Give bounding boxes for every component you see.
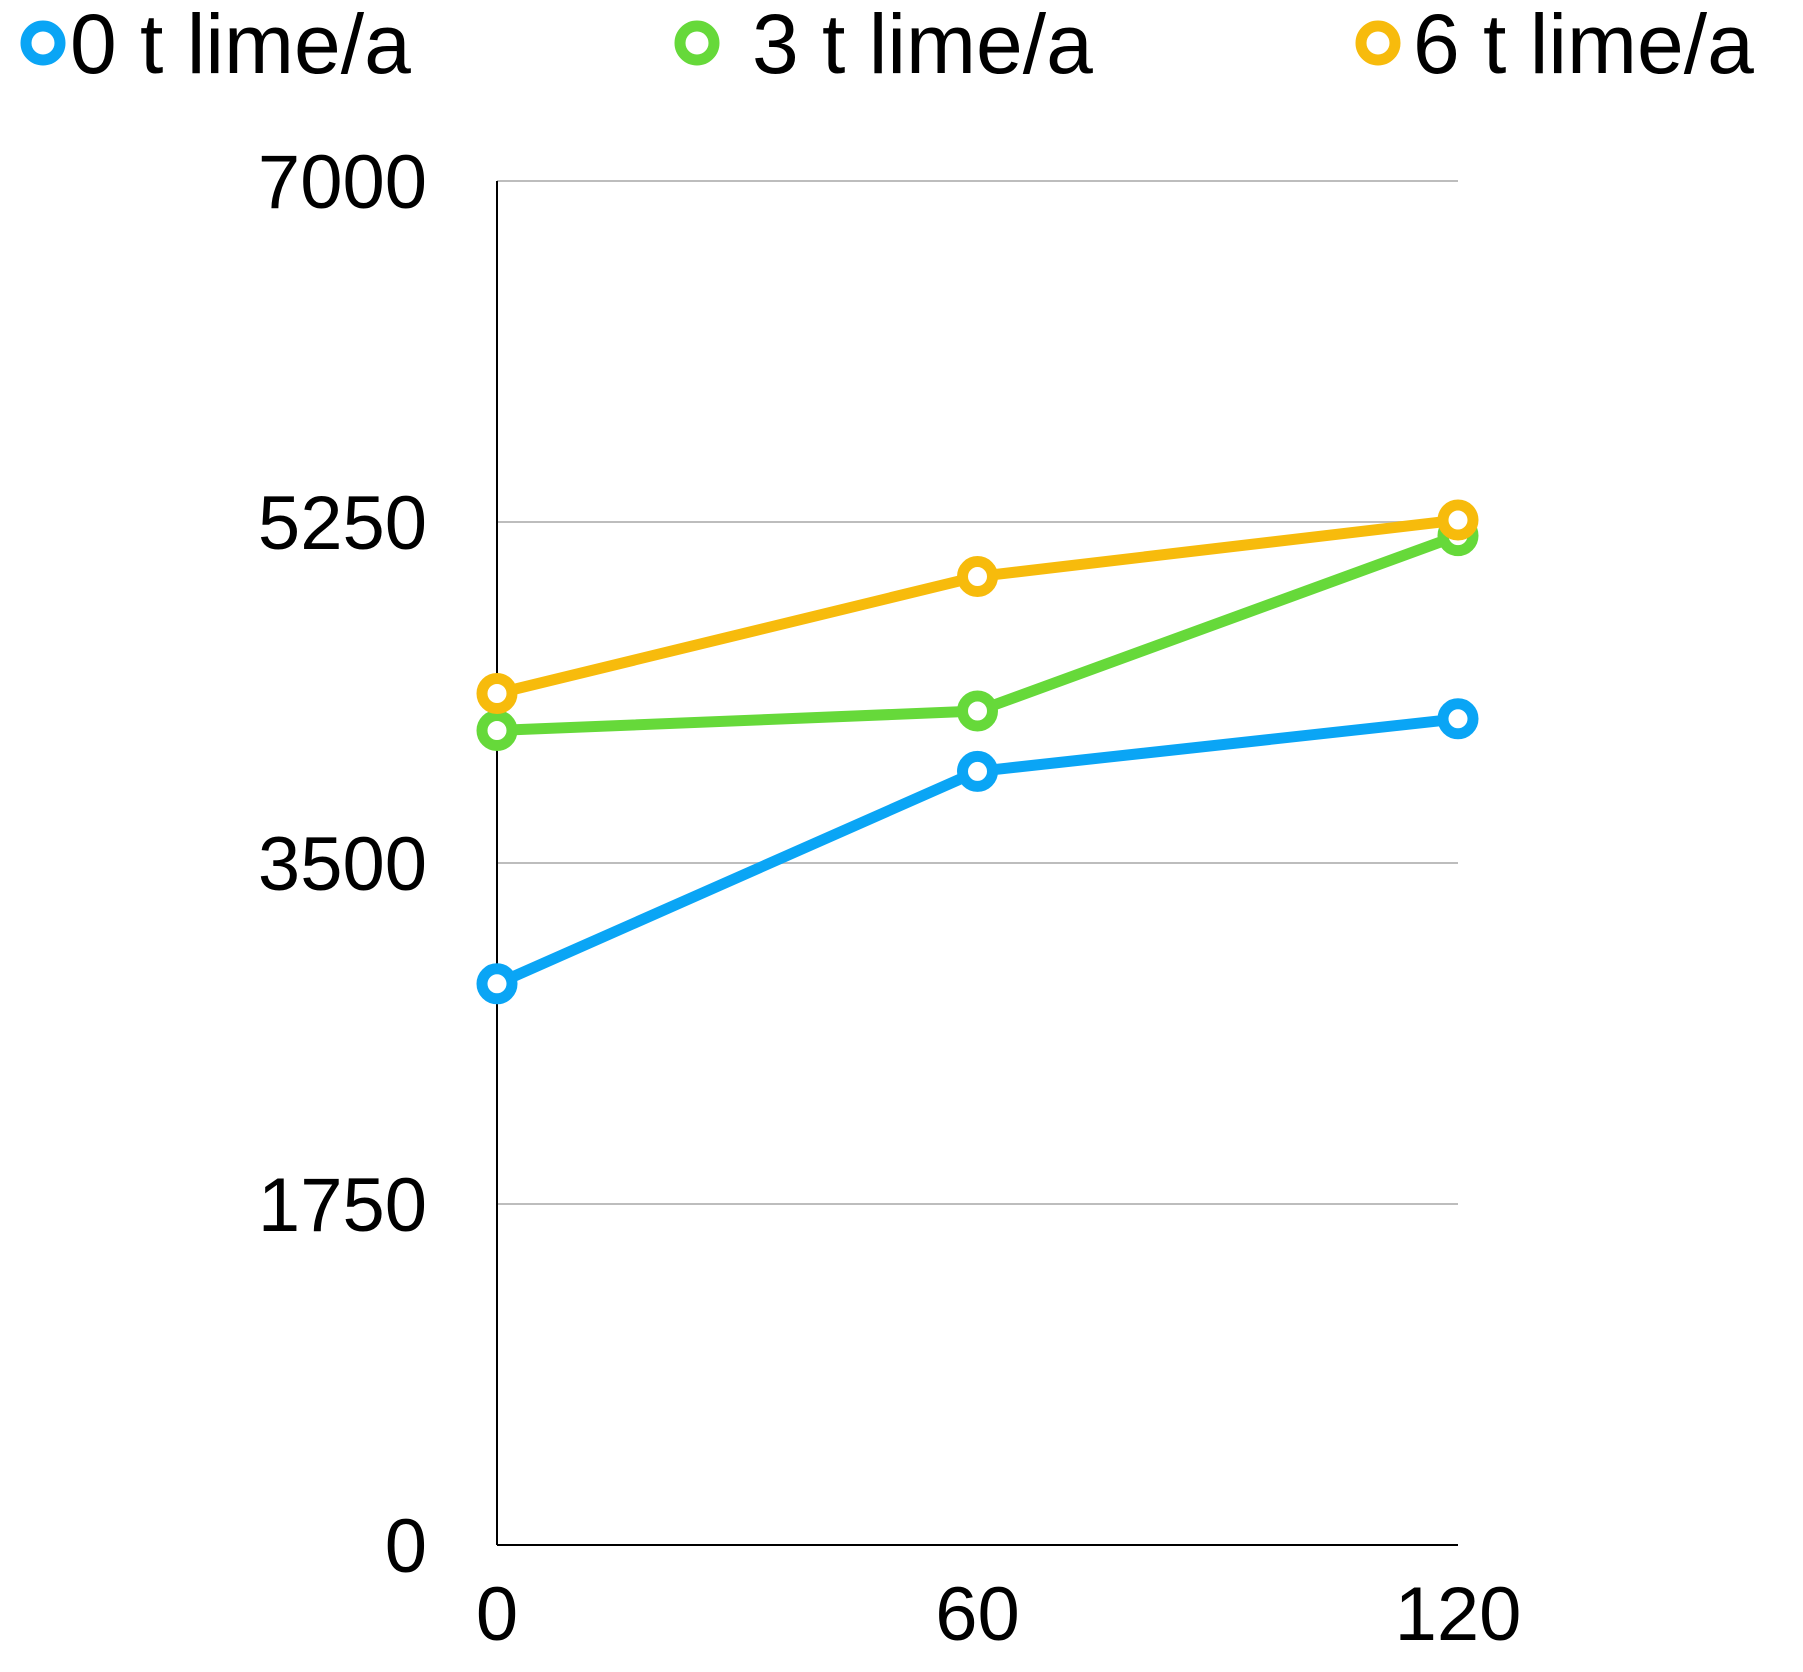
- data-point-s2-x60: [957, 556, 998, 598]
- data-point-s0-x60: [957, 750, 998, 792]
- legend: 0 t lime/a 3 t lime/a 6 t lime/a: [20, 0, 1754, 91]
- x-tick-label-60: 60: [935, 1572, 1020, 1657]
- data-point-s2-x120: [1437, 499, 1479, 541]
- axes: [496, 181, 1458, 1546]
- legend-item-1: 3 t lime/a: [674, 0, 1093, 91]
- data-point-s0-x120: [1437, 698, 1479, 740]
- y-tick-label-7000: 7000: [258, 140, 427, 225]
- data-point-s0-x0: [476, 963, 518, 1005]
- gridlines: [497, 180, 1458, 1205]
- x-tick-label-0: 0: [476, 1572, 518, 1657]
- legend-marker-1: [674, 20, 720, 66]
- legend-marker-2: [1355, 20, 1401, 66]
- y-tick-labels: 0 1750 3500 5250 7000: [258, 140, 427, 1589]
- legend-marker-0: [20, 20, 66, 66]
- legend-item-0: 0 t lime/a: [20, 0, 411, 91]
- legend-label-0: 0 t lime/a: [70, 0, 411, 91]
- data-point-s1-x0: [476, 709, 518, 751]
- y-tick-label-3500: 3500: [258, 822, 427, 907]
- series-line-2: [491, 514, 1464, 699]
- y-tick-label-1750: 1750: [258, 1163, 427, 1248]
- legend-item-2: 6 t lime/a: [1355, 0, 1754, 91]
- series-points: [476, 499, 1479, 1005]
- y-tick-label-0: 0: [385, 1504, 427, 1589]
- legend-label-2: 6 t lime/a: [1413, 0, 1754, 91]
- data-point-s2-x0: [476, 672, 518, 714]
- x-tick-labels: 0 60 120: [476, 1572, 1522, 1657]
- y-tick-label-5250: 5250: [258, 481, 427, 566]
- legend-label-1: 3 t lime/a: [752, 0, 1093, 91]
- data-point-s1-x60: [957, 690, 998, 732]
- x-tick-label-120: 120: [1395, 1572, 1522, 1657]
